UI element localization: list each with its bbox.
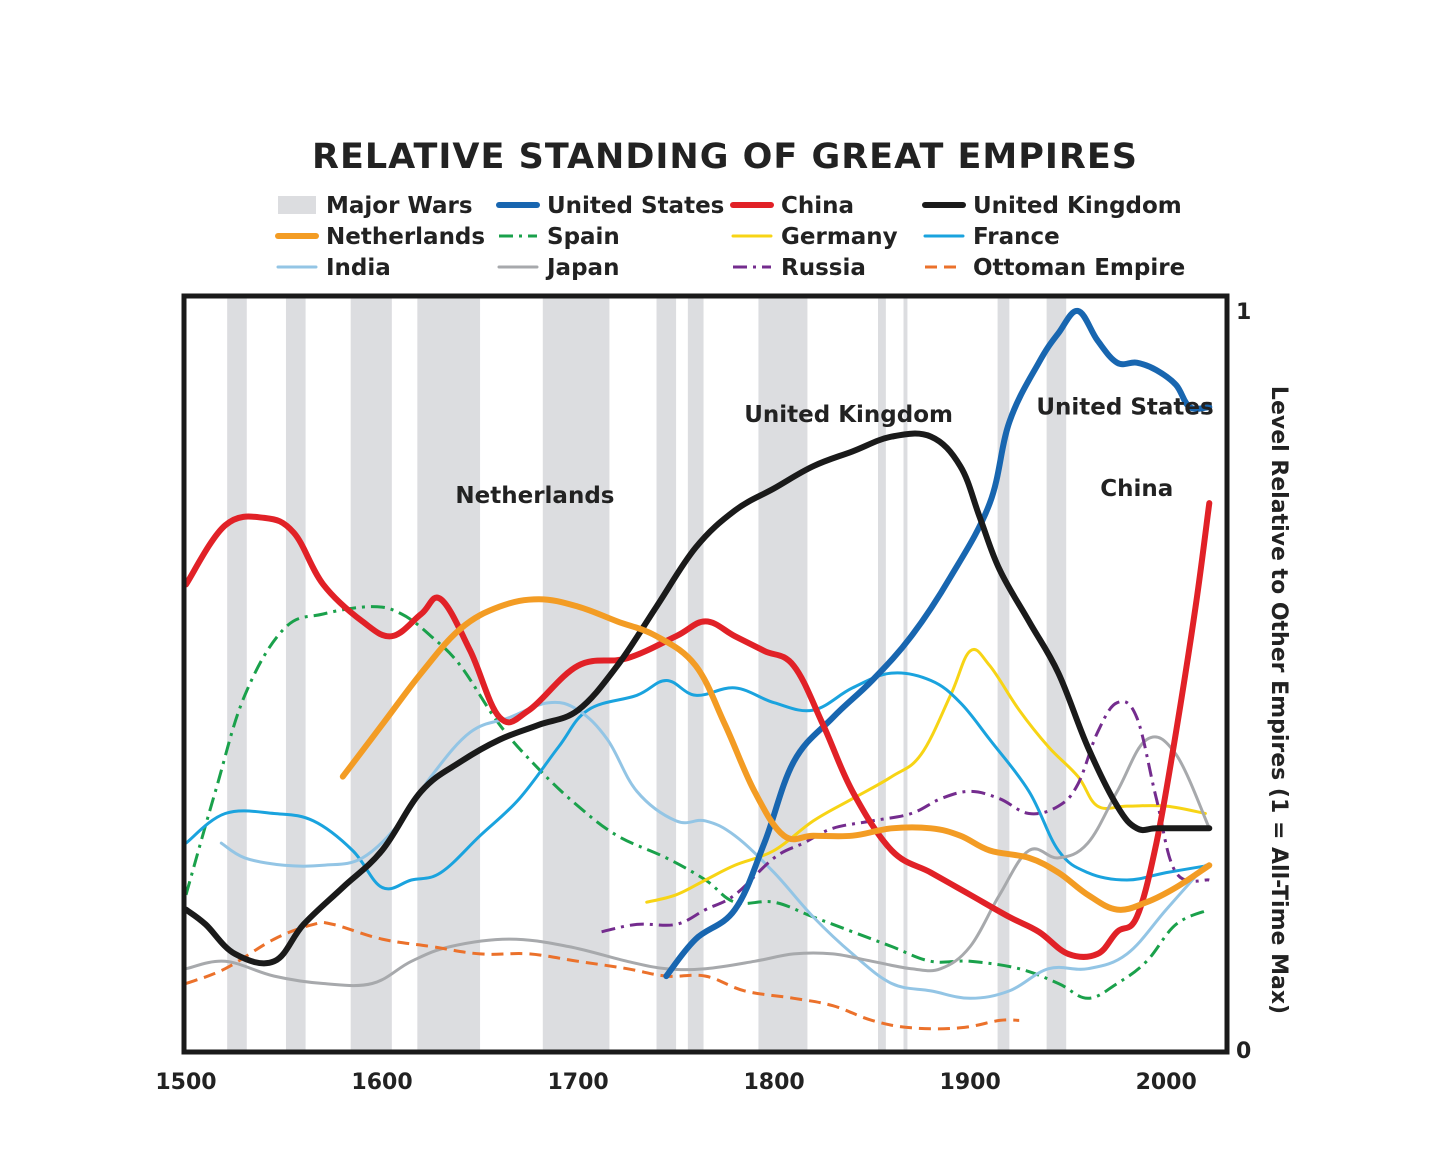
war-band-5	[656, 298, 677, 1050]
war-band-6	[687, 298, 704, 1050]
annotation-netherlands: Netherlands	[455, 483, 614, 509]
series-line-china	[183, 500, 1213, 960]
series-line-germany	[645, 647, 1207, 904]
x-tick-1800: 1800	[743, 1070, 804, 1095]
legend-label-china: China	[781, 193, 854, 219]
plot-frame	[181, 293, 1230, 1055]
chart-title: RELATIVE STANDING OF GREAT EMPIRES	[312, 137, 1138, 177]
legend-label-russia: Russia	[781, 255, 866, 281]
series-line-japan	[184, 735, 1211, 988]
y-tick-1: 1	[1236, 300, 1251, 325]
y-axis-ticks: 01	[1236, 300, 1251, 1064]
series-line-united-kingdom	[183, 430, 1213, 967]
annotation-united-states: United States	[1036, 394, 1213, 420]
y-tick-0: 0	[1236, 1039, 1251, 1064]
annotation-china: China	[1100, 476, 1173, 502]
legend-label-ottoman-empire: Ottoman Empire	[973, 255, 1185, 281]
legend-swatch-major-wars	[278, 196, 316, 214]
war-band-3	[417, 298, 481, 1050]
x-axis-ticks: 1500 1600 1700 1800 1900 2000	[155, 1070, 1196, 1095]
legend-label-france: France	[973, 224, 1060, 250]
series-lines	[183, 308, 1213, 1031]
legend-label-japan: Japan	[545, 255, 619, 281]
x-tick-1500: 1500	[155, 1070, 216, 1095]
legend-label-united-states: United States	[547, 193, 724, 219]
war-band-10	[997, 298, 1010, 1050]
x-tick-1700: 1700	[547, 1070, 608, 1095]
legend-label-india: India	[326, 255, 391, 281]
legend-label-spain: Spain	[547, 224, 620, 250]
series-line-india	[219, 700, 1207, 1000]
legend-label-germany: Germany	[781, 224, 898, 250]
series-line-netherlands	[339, 596, 1213, 913]
war-band-4	[542, 298, 610, 1050]
legend-label-united-kingdom: United Kingdom	[973, 193, 1182, 219]
legend-label-major-wars: Major Wars	[326, 193, 473, 219]
legend-label-netherlands: Netherlands	[326, 224, 485, 250]
legend: Major Wars United States China United Kingd…	[275, 193, 1185, 281]
annotations: Netherlands United Kingdom United States Ch…	[455, 394, 1213, 509]
series-line-france	[184, 671, 1211, 891]
war-band-2	[350, 298, 392, 1050]
y-axis-label: Level Relative to Other Empires (1 = All…	[1266, 386, 1291, 1014]
x-tick-1900: 1900	[940, 1070, 1001, 1095]
war-band-0	[227, 298, 247, 1050]
war-band-1	[285, 298, 306, 1050]
x-tick-2000: 2000	[1136, 1070, 1197, 1095]
annotation-united-kingdom: United Kingdom	[744, 402, 953, 428]
series-line-russia	[601, 699, 1210, 934]
series-line-ottoman-empire	[185, 920, 1020, 1031]
x-tick-1600: 1600	[351, 1070, 412, 1095]
series-line-spain	[184, 605, 1210, 1000]
